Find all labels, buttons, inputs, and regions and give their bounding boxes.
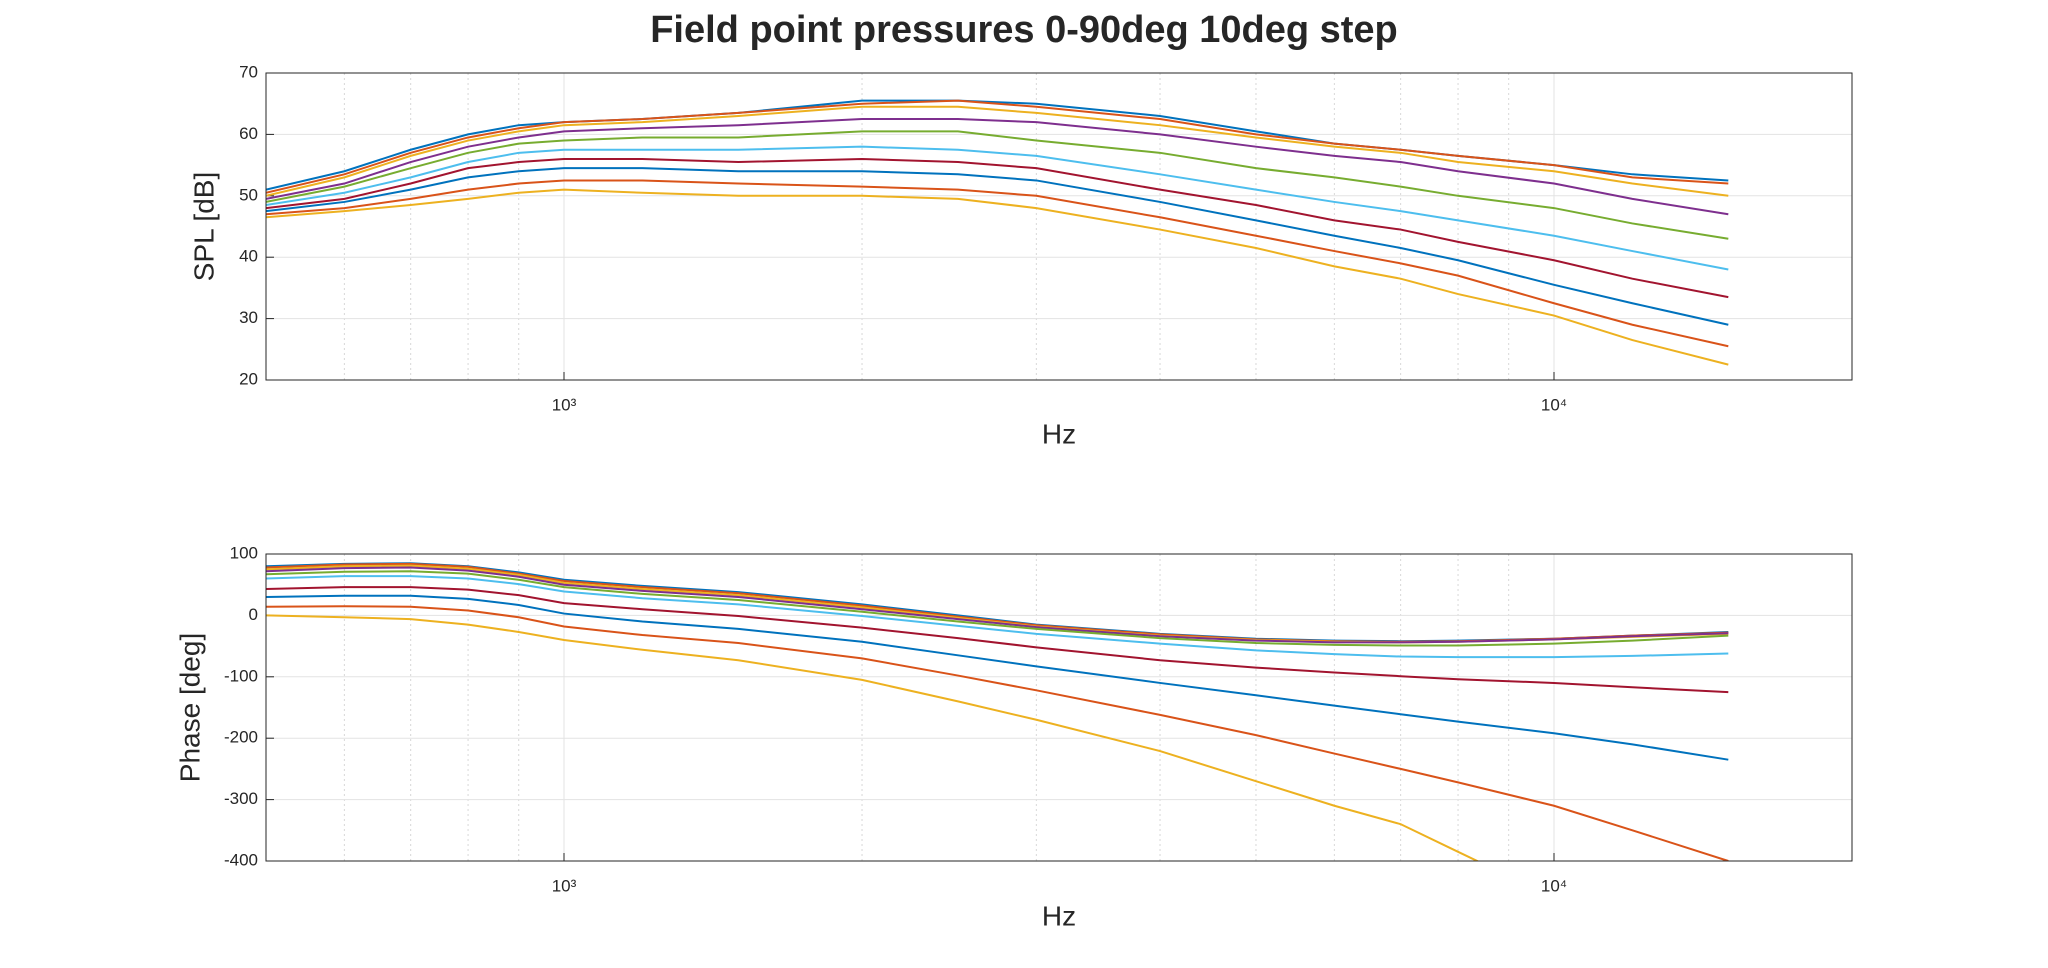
y-tick-label: 20 [239,369,258,388]
axes-frame [265,72,1853,381]
chart-title: Field point pressures 0-90deg 10deg step [650,9,1398,51]
y-tick-label: 50 [239,185,258,204]
y-tick-label: 70 [239,62,258,81]
x-axis-label: Hz [1042,900,1076,931]
data-line [266,105,1729,197]
y-tick-label: 30 [239,308,258,327]
y-tick-label: 100 [230,543,258,562]
y-axis-label: SPL [dB] [188,172,219,281]
data-line [266,570,1729,647]
data-line [266,145,1729,271]
data-line [266,99,1729,194]
data-line [266,167,1729,326]
x-tick-label: 10⁴ [1541,876,1567,895]
x-tick-label: 10⁴ [1541,395,1567,414]
y-tick-label: -100 [224,666,258,685]
x-axis-label: Hz [1042,418,1076,449]
y-tick-label: -200 [224,728,258,747]
data-line [266,566,1729,644]
data-line [266,118,1729,216]
x-tick-label: 10³ [552,395,577,414]
y-axis-label: Phase [deg] [174,633,205,782]
data-line [266,157,1729,299]
y-tick-label: 0 [249,605,258,624]
y-tick-label: 40 [239,247,258,266]
data-line [266,188,1729,366]
data-line [266,614,1480,861]
x-tick-label: 10³ [552,876,577,895]
axes-frame [265,553,1853,862]
data-line [266,594,1729,761]
data-line [266,586,1729,694]
y-tick-label: -400 [224,850,258,869]
y-tick-label: 60 [239,124,258,143]
data-line [266,605,1729,861]
data-line [266,179,1729,348]
data-line [266,130,1729,240]
y-tick-label: -300 [224,789,258,808]
data-line [266,575,1729,659]
